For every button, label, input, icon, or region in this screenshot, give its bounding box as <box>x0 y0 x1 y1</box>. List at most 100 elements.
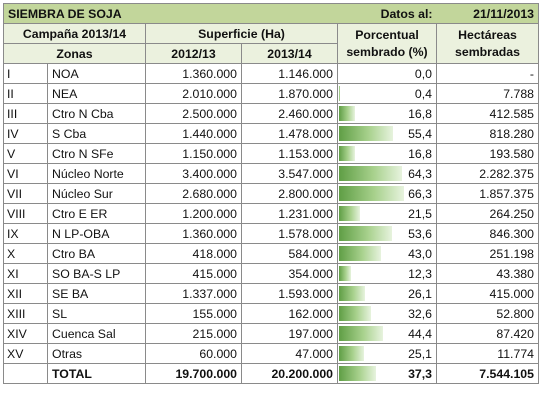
table-row: X Ctro BA 418.000 584.000 43,0 251.198 <box>3 243 539 264</box>
table-row: VII Núcleo Sur 2.680.000 2.800.000 66,3 1.857… <box>3 183 539 204</box>
percent-value: 43,0 <box>408 246 432 261</box>
zone-name: Ctro E ER <box>47 203 146 224</box>
zone-name: Núcleo Norte <box>47 163 146 184</box>
hectares-sown: 52.800 <box>436 303 539 324</box>
table-row: XV Otras 60.000 47.000 25,1 11.774 <box>3 343 539 364</box>
zone-number: XII <box>3 283 48 304</box>
percent-cell: 66,3 <box>337 183 437 204</box>
zone-number: I <box>3 63 48 84</box>
percent-value: 64,3 <box>408 166 432 181</box>
hectares-sown: 251.198 <box>436 243 539 264</box>
zone-number: V <box>3 143 48 164</box>
percent-cell: 16,8 <box>337 103 437 124</box>
surface-2012-13: 215.000 <box>145 323 242 344</box>
surface-2012-13: 2.010.000 <box>145 83 242 104</box>
percent-bar <box>339 226 392 241</box>
zone-number: XIV <box>3 323 48 344</box>
soy-sowing-table: SIEMBRA DE SOJA Datos al: 21/11/2013 Cam… <box>3 3 539 384</box>
percent-cell: 37,3 <box>337 363 437 384</box>
percent-bar <box>339 266 352 281</box>
zone-number: II <box>3 83 48 104</box>
percent-bar <box>339 246 382 261</box>
zone-number: III <box>3 103 48 124</box>
percent-cell: 0,4 <box>337 83 437 104</box>
surface-2013-14: 1.146.000 <box>241 63 338 84</box>
zone-name: Cuenca Sal <box>47 323 146 344</box>
zone-name: SO BA-S LP <box>47 263 146 284</box>
zone-number: IX <box>3 223 48 244</box>
total-label: TOTAL <box>47 363 146 384</box>
percent-value: 44,4 <box>408 326 432 341</box>
percent-value: 16,8 <box>408 106 432 121</box>
surface-2012-13: 2.500.000 <box>145 103 242 124</box>
table-row: XIII SL 155.000 162.000 32,6 52.800 <box>3 303 539 324</box>
table-row: XI SO BA-S LP 415.000 354.000 12,3 43.380 <box>3 263 539 284</box>
table-row: VIII Ctro E ER 1.200.000 1.231.000 21,5 264.2… <box>3 203 539 224</box>
soy-sowing-sheet: SIEMBRA DE SOJA Datos al: 21/11/2013 Cam… <box>3 3 539 384</box>
table-row: IX N LP-OBA 1.360.000 1.578.000 53,6 846.300 <box>3 223 539 244</box>
table-row: III Ctro N Cba 2.500.000 2.460.000 16,8 412.5… <box>3 103 539 124</box>
year2-header: 2013/14 <box>241 43 338 64</box>
hectares-sown: 818.280 <box>436 123 539 144</box>
surface-2012-13: 1.360.000 <box>145 63 242 84</box>
percent-cell: 25,1 <box>337 343 437 364</box>
surface-2013-14: 47.000 <box>241 343 338 364</box>
zone-name: NEA <box>47 83 146 104</box>
percent-cell: 26,1 <box>337 283 437 304</box>
table-row: II NEA 2.010.000 1.870.000 0,4 7.788 <box>3 83 539 104</box>
hectares-sown: 7.788 <box>436 83 539 104</box>
sheet-title: SIEMBRA DE SOJA <box>3 3 242 24</box>
surface-2013-14: 1.153.000 <box>241 143 338 164</box>
surface-2013-14: 1.231.000 <box>241 203 338 224</box>
hectares-sown: 846.300 <box>436 223 539 244</box>
zone-number: IV <box>3 123 48 144</box>
percent-cell: 0,0 <box>337 63 437 84</box>
surface-2012-13: 60.000 <box>145 343 242 364</box>
percent-cell: 55,4 <box>337 123 437 144</box>
percent-cell: 21,5 <box>337 203 437 224</box>
surface-2012-13: 1.200.000 <box>145 203 242 224</box>
title-row: SIEMBRA DE SOJA Datos al: 21/11/2013 <box>3 3 539 24</box>
percent-value: 12,3 <box>408 266 432 281</box>
zone-name: S Cba <box>47 123 146 144</box>
percent-cell: 12,3 <box>337 263 437 284</box>
percent-bar <box>339 186 404 201</box>
zone-number: XI <box>3 263 48 284</box>
zone-name: Ctro BA <box>47 243 146 264</box>
zone-name: Ctro N SFe <box>47 143 146 164</box>
hectares-sown: 43.380 <box>436 263 539 284</box>
zone-number: XV <box>3 343 48 364</box>
campaign-header: Campaña 2013/14 <box>3 23 146 44</box>
percent-value: 26,1 <box>408 286 432 301</box>
percent-cell: 32,6 <box>337 303 437 324</box>
hectares-header-line1: Hectáreas <box>458 27 517 42</box>
percent-bar <box>339 286 365 301</box>
surface-2013-14: 162.000 <box>241 303 338 324</box>
surface-2012-13: 1.337.000 <box>145 283 242 304</box>
percent-cell: 16,8 <box>337 143 437 164</box>
surface-2012-13: 1.150.000 <box>145 143 242 164</box>
surface-2013-14: 1.578.000 <box>241 223 338 244</box>
surface-2012-13: 155.000 <box>145 303 242 324</box>
header-row-2: Zonas 2012/13 2013/14 <box>3 43 539 64</box>
zone-name: Otras <box>47 343 146 364</box>
percent-bar <box>339 366 376 381</box>
zone-name: Núcleo Sur <box>47 183 146 204</box>
surface-2013-14: 2.800.000 <box>241 183 338 204</box>
date-value: 21/11/2013 <box>436 3 539 24</box>
percent-bar <box>339 326 383 341</box>
surface-2012-13: 1.440.000 <box>145 123 242 144</box>
surface-2013-14: 197.000 <box>241 323 338 344</box>
hectares-header: Hectáreas sembradas <box>436 23 539 64</box>
table-row: I NOA 1.360.000 1.146.000 0,0- <box>3 63 539 84</box>
table-row: VI Núcleo Norte 3.400.000 3.547.000 64,3 2.28… <box>3 163 539 184</box>
hectares-sown: 412.585 <box>436 103 539 124</box>
hectares-sown: - <box>436 63 539 84</box>
header-row-1: Campaña 2013/14 Superficie (Ha) Porcentu… <box>3 23 539 64</box>
surface-2013-14: 584.000 <box>241 243 338 264</box>
percent-header-line1: Porcentual <box>355 27 419 42</box>
percent-header: Porcentual sembrado (%) <box>337 23 437 64</box>
date-label: Datos al: <box>241 3 437 24</box>
table-row: XIV Cuenca Sal 215.000 197.000 44,4 87.420 <box>3 323 539 344</box>
percent-header-line2: sembrado (%) <box>346 44 428 59</box>
